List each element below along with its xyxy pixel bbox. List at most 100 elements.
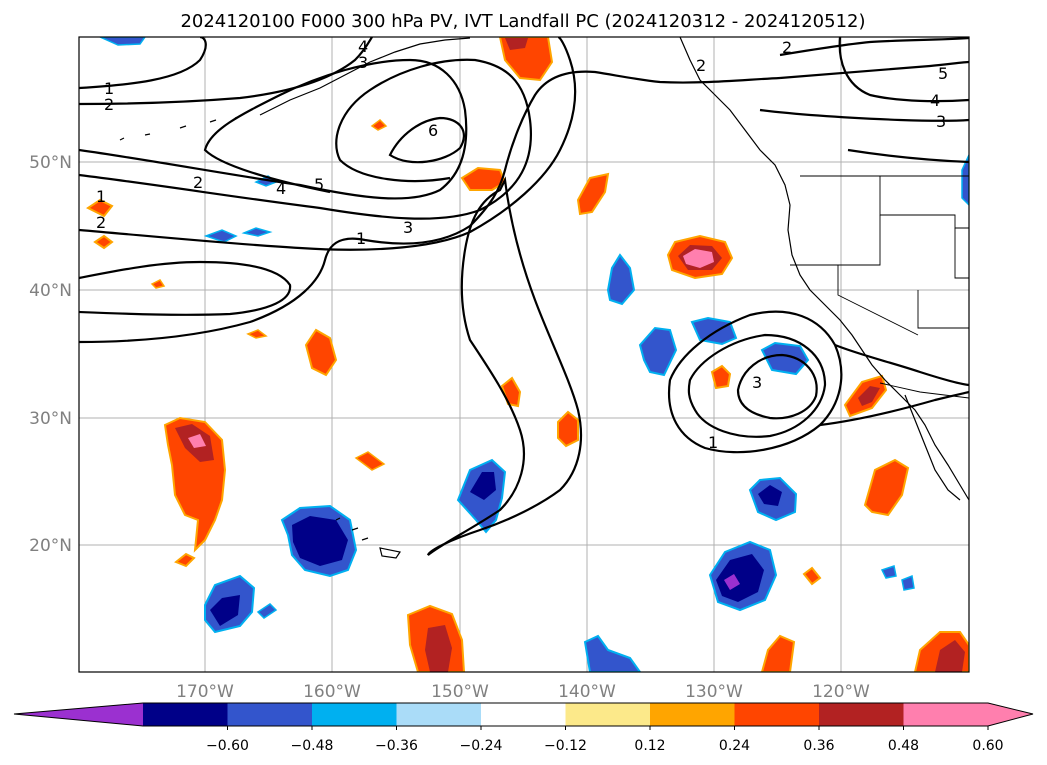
hawaii-islands: [335, 517, 401, 559]
state-border: [837, 265, 919, 336]
anomaly-positive: [354, 451, 386, 471]
anomaly-negative: [256, 603, 278, 619]
lat-label: 20°N: [29, 536, 72, 556]
map-content: 1 2 1 2 3 4 5 6 1 2 3 4 2 5 4 3 1 3 2: [79, 37, 969, 672]
contour-line: [79, 37, 577, 251]
contour-label: 1: [96, 187, 106, 206]
contour-label: 3: [358, 53, 368, 72]
lon-label: 160°W: [303, 682, 361, 702]
contour-label: 4: [358, 37, 368, 56]
state-border: [954, 228, 969, 279]
anomaly-positive: [370, 119, 388, 131]
latitude-labels: 50°N 40°N 30°N 20°N: [29, 153, 72, 556]
colorbar-segment: [819, 703, 904, 726]
anomaly-negative: [99, 37, 146, 46]
contour-label: 2: [104, 95, 114, 114]
anomaly-negative-core: [758, 485, 782, 506]
anomaly-positive: [174, 552, 196, 568]
contour-label: 1: [104, 79, 114, 98]
contour-label: 2: [782, 38, 792, 57]
colorbar-tick-label: 0.36: [803, 738, 834, 754]
colorbar-segment: [734, 703, 820, 726]
colorbar-segment: [481, 703, 566, 726]
anomaly-negative: [901, 574, 915, 591]
colorbar: −0.60 −0.48 −0.36 −0.24 −0.12 0.12 0.24 0.36 0.4…: [13, 702, 1034, 754]
state-border: [917, 290, 969, 329]
colorbar-segment: [227, 703, 313, 726]
anomaly-positive-peak: [683, 249, 714, 268]
contour-line: [687, 333, 827, 438]
anomaly-negative-peak: [724, 574, 740, 590]
colorbar-segment: [903, 703, 989, 726]
contour-line: [667, 310, 843, 454]
contour-line: [779, 37, 969, 57]
anomaly-positive: [557, 410, 579, 448]
colorbar-segment: [312, 703, 397, 726]
anomaly-negative: [606, 253, 636, 306]
lon-label: 170°W: [176, 682, 234, 702]
contour-line: [426, 176, 583, 556]
map-area: [79, 37, 969, 672]
colorbar-tick-label: 0.24: [719, 738, 750, 754]
contour-line: [847, 148, 969, 164]
contour-label: 2: [193, 173, 203, 192]
map-frame: [78, 36, 970, 673]
anomaly-negative-core: [470, 472, 496, 500]
coastlines: [119, 37, 969, 559]
anomaly-negative: [760, 341, 810, 376]
contour-line: [838, 37, 969, 103]
lat-label: 40°N: [29, 281, 72, 301]
colorbar-tick-label: −0.36: [375, 738, 418, 754]
anomaly-negative: [583, 634, 642, 672]
contour-label: 4: [930, 91, 940, 110]
colorbar-tick-label: −0.48: [291, 738, 334, 754]
longitude-labels: 170°W 160°W 150°W 140°W 130°W 120°W: [176, 682, 870, 702]
anomaly-positive-peak: [188, 434, 206, 448]
anomaly-positive: [86, 198, 114, 218]
north-america-coastline: [679, 37, 969, 501]
anomaly-negative-core: [210, 595, 240, 626]
anomaly-positive-core: [425, 625, 452, 672]
contour-line: [388, 116, 465, 164]
anomaly-positive: [802, 566, 822, 586]
contour-label: 2: [696, 56, 706, 75]
colorbar-segment: [565, 703, 651, 726]
contour-line: [736, 353, 818, 420]
lon-label: 150°W: [431, 682, 489, 702]
anomaly-positive: [863, 458, 910, 517]
anomaly-negative-core: [292, 516, 348, 566]
anomaly-positive: [576, 172, 610, 216]
anomaly-negative-core: [716, 554, 764, 602]
anomaly-negative: [961, 154, 969, 207]
lon-label: 130°W: [685, 682, 743, 702]
colorbar-extend-high: [988, 703, 1033, 726]
chart-title: 2024120100 F000 300 hPa PV, IVT Landfall…: [180, 11, 865, 32]
contour-label: 6: [428, 121, 438, 140]
contour-label: 4: [276, 179, 286, 198]
contour-line: [759, 108, 969, 122]
aleutian-islands: [119, 115, 241, 141]
contour-line: [79, 70, 781, 344]
anomaly-positive-core: [935, 640, 965, 672]
state-border: [790, 215, 881, 266]
colorbar-tick-label: −0.60: [206, 738, 249, 754]
contour-label: 3: [403, 218, 413, 237]
anomaly-negative: [690, 316, 738, 346]
anomaly-positive: [304, 328, 338, 377]
anomaly-negative: [880, 565, 897, 579]
anomaly-negative: [241, 227, 273, 237]
state-border: [879, 176, 969, 229]
colorbar-segment: [143, 703, 228, 726]
colorbar-extend-low: [14, 703, 143, 726]
anomaly-positive: [760, 634, 796, 672]
contour-label: 5: [938, 64, 948, 83]
baja-coastline: [904, 394, 961, 501]
colorbar-tick-label: 0.48: [888, 738, 919, 754]
contour-labels: 1 2 1 2 3 4 5 6 1 2 3 4 2 5 4 3 1 3 2: [96, 37, 948, 452]
contour-label: 5: [314, 175, 324, 194]
anomaly-positive: [93, 234, 114, 250]
contour-label: 3: [936, 112, 946, 131]
contour-label: 2: [96, 213, 106, 232]
contour-line: [79, 37, 373, 106]
